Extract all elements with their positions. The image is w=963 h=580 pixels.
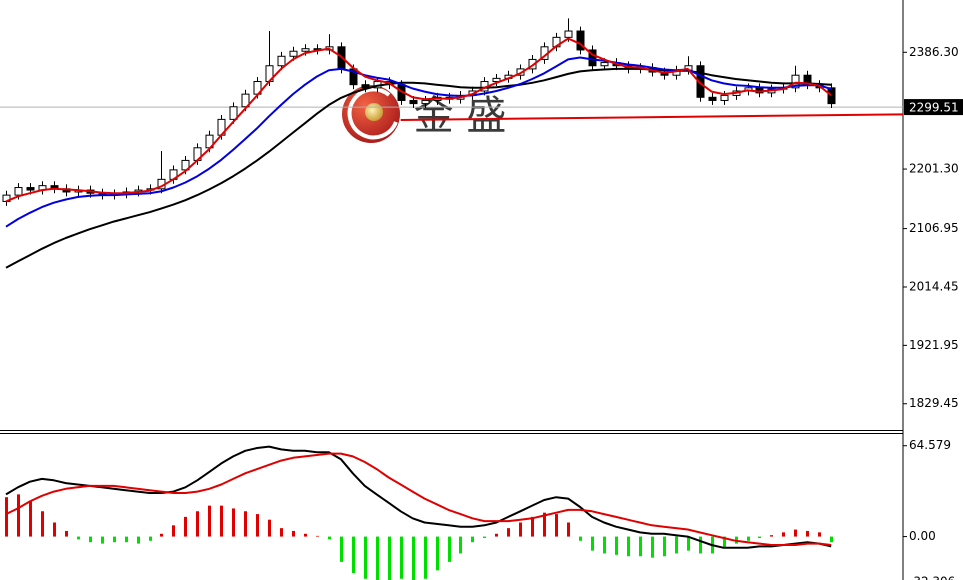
- indicator-line: [5, 37, 832, 203]
- candle-body: [361, 84, 370, 89]
- logo-arc: [347, 87, 398, 140]
- candle-body: [421, 99, 430, 105]
- logo-coin: [365, 103, 383, 121]
- last-price-label: 2299.51: [909, 101, 959, 115]
- candle-body: [289, 50, 298, 57]
- y-tick-label: -32.306: [909, 575, 955, 580]
- candle-body: [791, 74, 800, 89]
- candle-body: [708, 96, 717, 101]
- y-tick-label: 2106.95: [909, 221, 959, 235]
- support-line: [400, 113, 904, 122]
- indicator-line: [5, 56, 832, 228]
- candle-body: [600, 62, 609, 67]
- candle-body: [301, 48, 310, 52]
- indicator-line: [5, 445, 832, 549]
- y-tick-label: 2386.30: [909, 45, 959, 59]
- candle-body: [277, 55, 286, 67]
- candle-body: [576, 30, 585, 51]
- candle-body: [720, 94, 729, 101]
- candle-body: [14, 187, 23, 196]
- y-tick-label: 64.579: [909, 438, 951, 452]
- last-price-box: [904, 99, 963, 116]
- candle-body: [696, 65, 705, 98]
- candle-body: [409, 99, 418, 105]
- y-tick-label: 1829.45: [909, 396, 959, 410]
- y-tick-label: 2201.30: [909, 162, 959, 176]
- candle-body: [492, 77, 501, 83]
- candle-body: [229, 106, 238, 120]
- candle-body: [827, 87, 836, 105]
- indicator-line: [5, 452, 832, 546]
- candle-body: [588, 49, 597, 67]
- y-tick-label: 0.00: [909, 529, 936, 543]
- candle-body: [26, 187, 35, 191]
- y-tick-label: 1921.95: [909, 338, 959, 352]
- y-tick-label: 2014.45: [909, 279, 959, 293]
- candle-body: [564, 30, 573, 38]
- candle-body: [241, 93, 250, 108]
- candle-body: [528, 58, 537, 70]
